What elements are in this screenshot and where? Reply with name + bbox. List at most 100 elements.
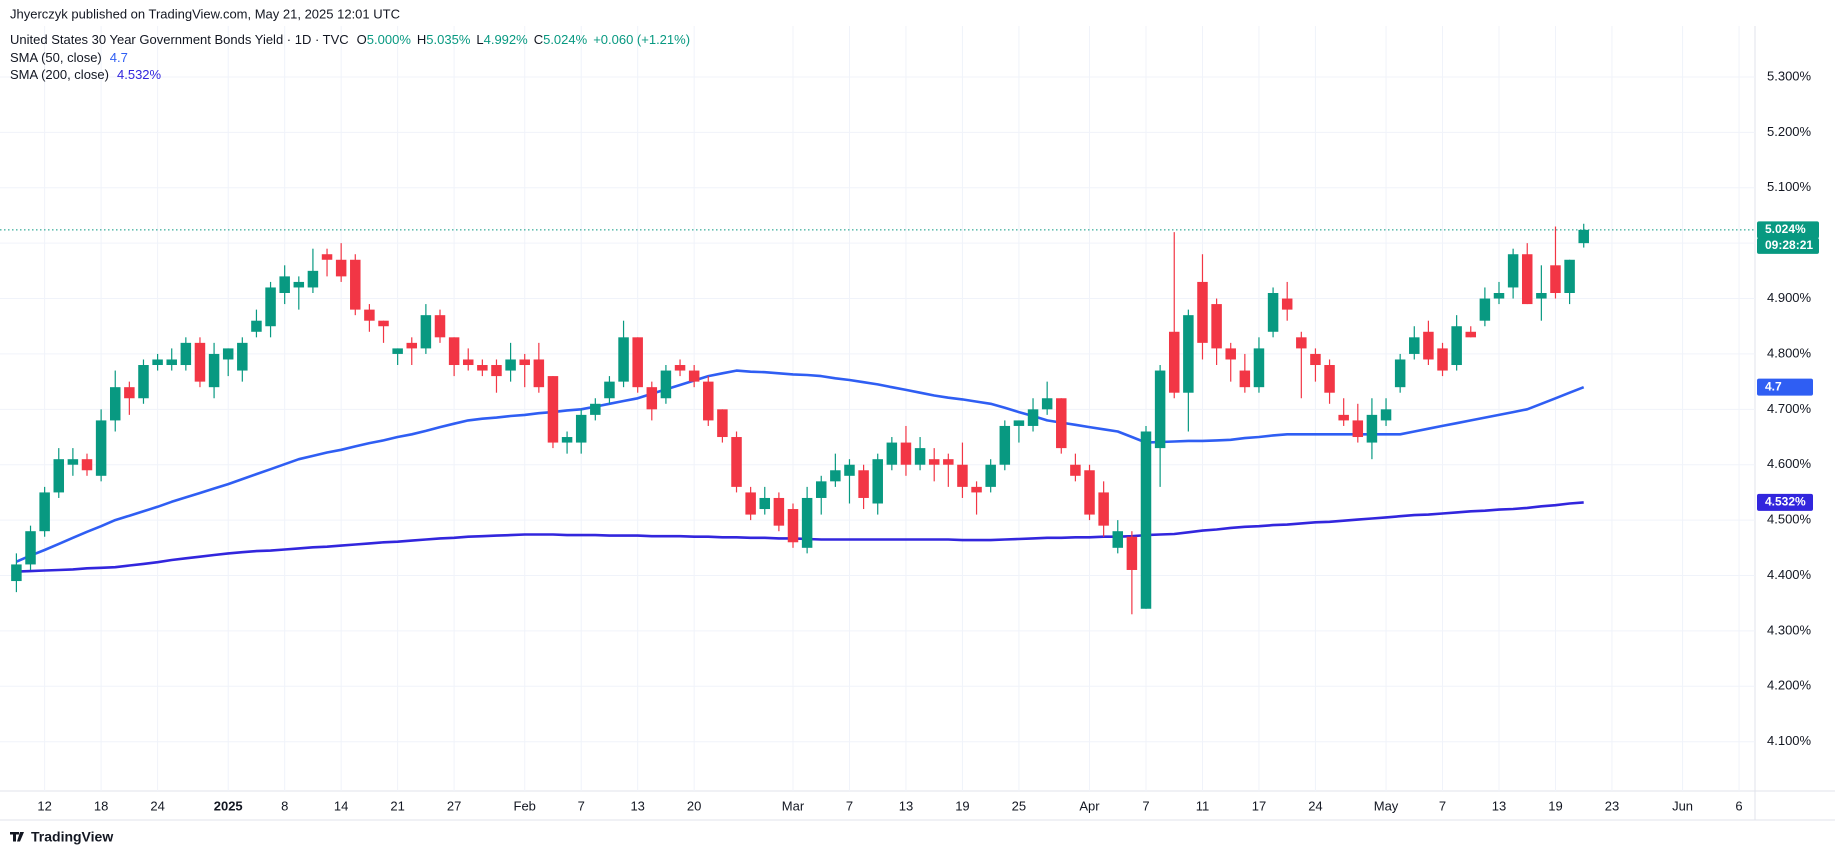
candle-body <box>1126 536 1138 570</box>
candle-body <box>1366 414 1378 443</box>
y-tick-label: 4.400% <box>1767 567 1812 582</box>
candle-body <box>222 348 234 360</box>
candle-body <box>335 259 347 277</box>
candle-body <box>519 359 530 366</box>
candle-body <box>166 359 177 366</box>
candle-body <box>703 381 714 421</box>
candle-body <box>844 464 855 476</box>
indicator-value: 4.7 <box>110 50 128 65</box>
candle-body <box>815 481 827 498</box>
candle-body <box>745 492 756 515</box>
candle-body <box>1352 420 1364 438</box>
candle-body <box>265 287 276 327</box>
candle-body <box>194 342 206 382</box>
indicator-value: 4.532% <box>117 67 162 82</box>
y-tick-label: 4.900% <box>1767 290 1812 305</box>
candle-body <box>321 254 333 260</box>
last-price-tag: 5.024% <box>1765 222 1806 236</box>
countdown-tag-bg <box>1757 237 1819 254</box>
legend-indicator: SMA (200, close) 4.532% <box>10 67 162 82</box>
candle-body <box>1465 331 1477 338</box>
candle-body <box>1027 409 1039 426</box>
candle-body <box>434 315 446 338</box>
x-tick-label: 13 <box>630 798 644 813</box>
x-tick-label: 19 <box>955 798 969 813</box>
y-tick-label: 5.300% <box>1767 68 1812 83</box>
x-tick-label: 14 <box>334 798 348 813</box>
y-tick-label: 4.300% <box>1767 622 1812 637</box>
legend-key: C <box>534 32 543 47</box>
candle-body <box>999 425 1011 465</box>
indicator-name: SMA (50, close) <box>10 50 102 65</box>
candle-body <box>378 320 389 327</box>
candle-body <box>1070 464 1081 476</box>
candle-body <box>561 437 573 443</box>
candle-body <box>477 365 488 371</box>
x-tick-label: 7 <box>1439 798 1446 813</box>
candle-body <box>787 509 799 543</box>
candle-body <box>1479 298 1491 321</box>
x-tick-label: 2025 <box>214 798 243 813</box>
legend-value: 4.992% <box>484 32 529 47</box>
candle-body <box>505 359 516 371</box>
y-tick-label: 4.700% <box>1767 401 1812 416</box>
y-tick-label: 4.100% <box>1767 733 1812 748</box>
candle-body <box>1084 470 1095 515</box>
candle-body <box>928 459 940 465</box>
legend-value: 5.000% <box>367 32 412 47</box>
candle-body <box>1183 315 1194 393</box>
x-tick-label: Feb <box>514 798 536 813</box>
candle-body <box>1437 348 1448 371</box>
candle-body <box>138 365 149 399</box>
candle-body <box>350 259 361 310</box>
candle-body <box>208 353 220 388</box>
candle-body <box>1394 359 1406 388</box>
candle-body <box>674 365 686 371</box>
candle-body <box>1098 492 1109 526</box>
indicator-name: SMA (200, close) <box>10 67 109 82</box>
candle-body <box>1564 259 1575 294</box>
candle-body <box>759 497 771 510</box>
y-tick-label: 5.200% <box>1767 124 1812 139</box>
candle-body <box>1056 398 1067 449</box>
x-tick-label: 27 <box>447 798 461 813</box>
y-tick-label: 4.600% <box>1767 456 1812 471</box>
candle-body <box>1296 337 1307 349</box>
legend-indicator: SMA (50, close) 4.7 <box>10 50 128 65</box>
candle-body <box>1168 331 1180 393</box>
candle-body <box>731 437 742 487</box>
x-tick-label: 21 <box>390 798 404 813</box>
x-tick-label: 24 <box>150 798 164 813</box>
x-tick-label: 17 <box>1252 798 1266 813</box>
candle-body <box>1253 348 1265 388</box>
candle-body <box>717 409 728 438</box>
candle-body <box>646 387 658 410</box>
x-tick-label: May <box>1374 798 1399 813</box>
x-tick-label: 13 <box>899 798 913 813</box>
candle-body <box>109 387 121 421</box>
legend-key: H <box>417 32 426 47</box>
sma-value-tag-bg <box>1757 378 1813 396</box>
candle-body <box>1211 304 1222 349</box>
candle-body <box>985 464 996 487</box>
candle-body <box>801 497 813 548</box>
legend-change: +0.060 (+1.21%) <box>593 32 690 47</box>
sma-line <box>16 501 1584 573</box>
candle-body <box>1507 254 1519 288</box>
countdown-tag: 09:28:21 <box>1765 238 1813 252</box>
candle-body <box>858 470 869 498</box>
candle-body <box>660 370 672 399</box>
sma-value-tag: 4.532% <box>1765 495 1806 509</box>
candle-body <box>886 442 898 465</box>
x-tick-label: 8 <box>281 798 288 813</box>
x-tick-label: 13 <box>1492 798 1506 813</box>
legend-key: L <box>476 32 483 47</box>
x-tick-label: 24 <box>1308 798 1322 813</box>
logo-icon <box>10 832 24 842</box>
candle-body <box>420 315 432 349</box>
candle-body <box>1041 398 1053 410</box>
candle-body <box>124 387 135 399</box>
candle-body <box>1267 293 1279 332</box>
x-tick-label: Mar <box>782 798 805 813</box>
